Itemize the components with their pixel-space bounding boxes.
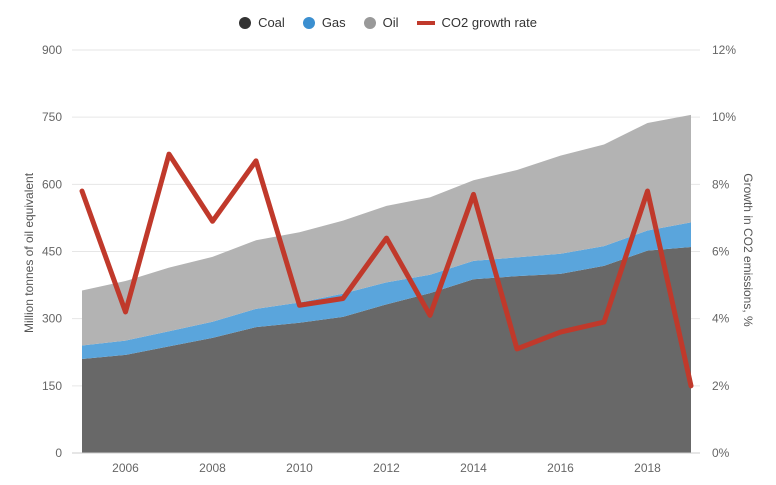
x-tick-label: 2014 [460, 461, 487, 475]
y-tick-label-right: 10% [712, 110, 736, 124]
legend-swatch-oil [363, 16, 376, 29]
legend-item-coal[interactable]: Coal [239, 15, 285, 30]
legend-label-coal: Coal [258, 15, 285, 30]
legend-item-gas[interactable]: Gas [302, 15, 346, 30]
area-oil [82, 114, 691, 346]
y-axis-title-right: Growth in CO2 emissions, % [741, 173, 755, 327]
x-tick-label: 2018 [634, 461, 661, 475]
legend-label-oil: Oil [382, 15, 399, 30]
legend: Coal Gas Oil CO2 growth rate [0, 15, 776, 30]
x-tick-label: 2008 [199, 461, 226, 475]
y-tick-label-right: 0% [712, 446, 730, 460]
area-coal [82, 247, 691, 453]
legend-label-co2: CO2 growth rate [441, 15, 537, 30]
legend-swatch-coal [239, 16, 252, 29]
y-tick-label-right: 12% [712, 43, 736, 57]
y-tick-label-right: 4% [712, 312, 730, 326]
y-tick-label-left: 750 [42, 110, 62, 124]
y-tick-label-left: 0 [55, 446, 62, 460]
legend-swatch-co2 [416, 20, 435, 25]
y-tick-label-right: 2% [712, 379, 730, 393]
area-gas [82, 222, 691, 359]
y-tick-label-left: 900 [42, 43, 62, 57]
x-tick-label: 2012 [373, 461, 400, 475]
legend-swatch-gas [302, 16, 315, 29]
legend-item-co2[interactable]: CO2 growth rate [416, 15, 537, 30]
x-tick-label: 2006 [112, 461, 139, 475]
y-tick-label-right: 8% [712, 177, 730, 191]
legend-label-gas: Gas [321, 15, 346, 30]
y-axis-title-left: Million tonnes of oil equivalent [22, 172, 36, 334]
legend-item-oil[interactable]: Oil [363, 15, 399, 30]
y-tick-label-left: 300 [42, 312, 62, 326]
x-tick-label: 2016 [547, 461, 574, 475]
co2-growth-line [79, 151, 694, 389]
y-tick-label-right: 6% [712, 245, 730, 259]
y-tick-label-left: 150 [42, 379, 62, 393]
y-tick-label-left: 600 [42, 177, 62, 191]
y-tick-label-left: 450 [42, 245, 62, 259]
x-tick-label: 2010 [286, 461, 313, 475]
